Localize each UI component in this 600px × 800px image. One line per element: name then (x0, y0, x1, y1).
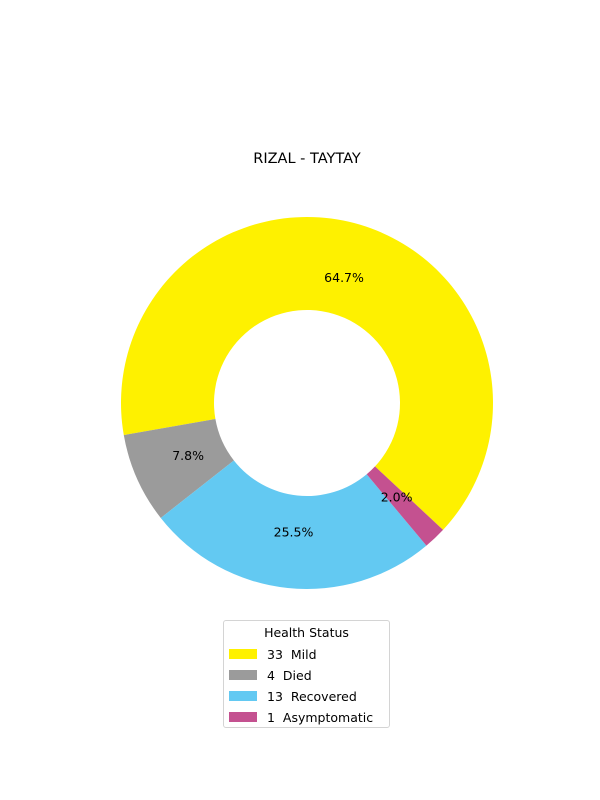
legend-label-mild: 33 Mild (267, 646, 317, 662)
slice-recovered (160, 460, 427, 589)
slice-mild (120, 217, 493, 530)
percent-labels-group: 64.7% 7.8% 25.5% 2.0% (172, 270, 412, 539)
legend-label-recovered: 13 Recovered (267, 688, 357, 704)
legend-swatch-died (229, 670, 257, 680)
percent-label-recovered: 25.5% (274, 525, 314, 540)
legend-item-mild: 33 Mild (229, 646, 317, 662)
legend-item-recovered: 13 Recovered (229, 688, 357, 704)
legend-swatch-recovered (229, 691, 257, 701)
chart-title: RIZAL - TAYTAY (253, 151, 361, 167)
legend-item-asymptomatic: 1 Asymptomatic (229, 709, 373, 725)
percent-label-mild: 64.7% (324, 270, 364, 285)
legend-label-died: 4 Died (267, 667, 312, 683)
percent-label-died: 7.8% (172, 448, 204, 463)
legend-swatch-asymptomatic (229, 712, 257, 722)
slices-group (120, 217, 493, 589)
legend: Health Status 33 Mild 4 Died 13 Recovere… (223, 620, 390, 728)
percent-label-asymptomatic: 2.0% (381, 489, 413, 504)
slice-asymptomatic (366, 466, 444, 546)
legend-label-asymptomatic: 1 Asymptomatic (267, 709, 374, 725)
legend-swatch-mild (229, 649, 257, 659)
legend-title: Health Status (264, 625, 349, 640)
slice-died (123, 419, 234, 518)
legend-item-died: 4 Died (229, 667, 312, 683)
